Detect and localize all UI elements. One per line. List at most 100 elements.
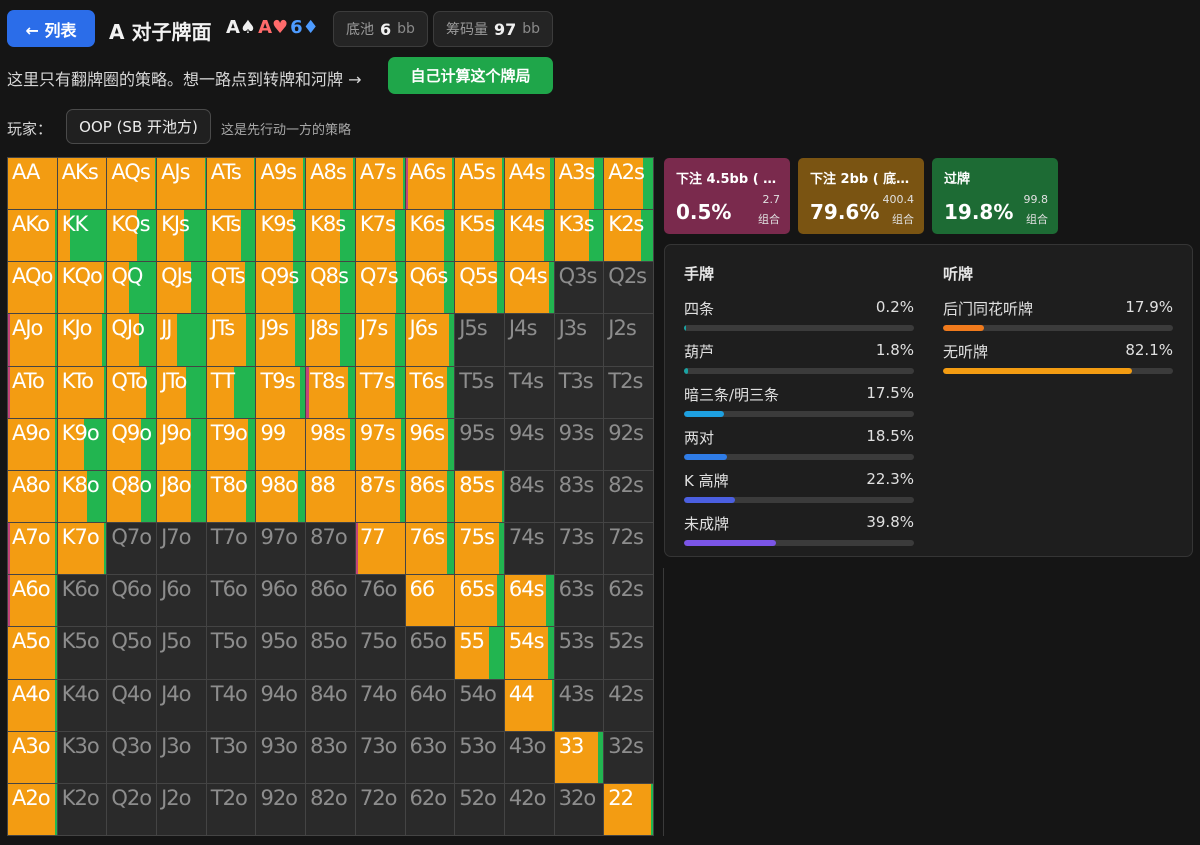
action-card-bet-large[interactable]: 下注 4.5bb ( … 2.7 组合 0.5% [664,158,790,234]
hand-cell[interactable]: 86o [306,575,355,627]
hand-cell[interactable]: 84s [504,470,554,523]
hand-cell[interactable]: JJ [157,314,206,366]
hand-cell[interactable]: 97o [256,523,306,575]
hand-cell[interactable]: J4o [157,679,206,731]
hand-cell[interactable]: KQs [107,210,157,262]
hand-cell[interactable]: 96o [256,575,306,627]
hand-cell[interactable]: 94s [504,418,554,470]
hand-cell[interactable]: J3o [157,731,206,783]
hand-cell[interactable]: T6s [405,366,455,418]
hand-cell[interactable]: K8s [306,210,355,262]
hand-cell[interactable]: Q3o [107,731,157,783]
hand-cell[interactable]: K9s [256,210,306,262]
hand-cell[interactable]: A4s [504,158,554,210]
hand-cell[interactable]: T8o [206,470,256,523]
action-card-check[interactable]: 过牌 99.8 组合 19.8% [932,158,1058,234]
hand-cell[interactable]: K3s [554,210,604,262]
hand-cell[interactable]: JTo [157,366,206,418]
hand-cell[interactable]: 55 [455,627,504,679]
hand-cell[interactable]: 82o [306,783,355,835]
hand-cell[interactable]: J2o [157,783,206,835]
hand-cell[interactable]: K4s [504,210,554,262]
hand-cell[interactable]: T2s [604,366,653,418]
hand-cell[interactable]: 92o [256,783,306,835]
hand-cell[interactable]: Q5s [455,262,504,314]
hand-cell[interactable]: T3s [554,366,604,418]
hand-cell[interactable]: T4s [504,366,554,418]
hand-cell[interactable]: Q6o [107,575,157,627]
hand-cell[interactable]: QQ [107,262,157,314]
hand-cell[interactable]: 63s [554,575,604,627]
hand-cell[interactable]: 76o [355,575,405,627]
hand-cell[interactable]: T5o [206,627,256,679]
hand-cell[interactable]: 76s [405,523,455,575]
hand-cell[interactable]: K9o [57,418,107,470]
hand-cell[interactable]: A8o [8,470,57,523]
hand-cell[interactable]: T9o [206,418,256,470]
hand-cell[interactable]: 65o [405,627,455,679]
hand-cell[interactable]: K6s [405,210,455,262]
hand-cell[interactable]: 83s [554,470,604,523]
hand-cell[interactable]: KTo [57,366,107,418]
hand-cell[interactable]: 74o [355,679,405,731]
hand-cell[interactable]: KK [57,210,107,262]
hand-cell[interactable]: A9o [8,418,57,470]
hand-cell[interactable]: A9s [256,158,306,210]
hand-cell[interactable]: 52s [604,627,653,679]
hand-cell[interactable]: K2s [604,210,653,262]
hand-cell[interactable]: 87s [355,470,405,523]
hand-cell[interactable]: ATs [206,158,256,210]
hand-cell[interactable]: KQo [57,262,107,314]
hand-cell[interactable]: 42s [604,679,653,731]
hand-cell[interactable]: 85s [455,470,504,523]
hand-cell[interactable]: A8s [306,158,355,210]
hand-cell[interactable]: Q7o [107,523,157,575]
hand-cell[interactable]: ATo [8,366,57,418]
hand-cell[interactable]: T2o [206,783,256,835]
hand-cell[interactable]: T3o [206,731,256,783]
hand-cell[interactable]: 92s [604,418,653,470]
hand-cell[interactable]: J9s [256,314,306,366]
hand-cell[interactable]: Q8s [306,262,355,314]
hand-cell[interactable]: Q4o [107,679,157,731]
hand-cell[interactable]: A3s [554,158,604,210]
hand-cell[interactable]: AKs [57,158,107,210]
hand-cell[interactable]: A2o [8,783,57,835]
hand-cell[interactable]: 43o [504,731,554,783]
hand-cell[interactable]: T8s [306,366,355,418]
hand-cell[interactable]: 93s [554,418,604,470]
hand-cell[interactable]: QTo [107,366,157,418]
hand-cell[interactable]: 73s [554,523,604,575]
hand-cell[interactable]: 96s [405,418,455,470]
hand-cell[interactable]: K7s [355,210,405,262]
hand-cell[interactable]: 64o [405,679,455,731]
hand-cell[interactable]: Q9o [107,418,157,470]
hand-cell[interactable]: J8s [306,314,355,366]
back-to-list-button[interactable]: ← 列表 [7,10,95,47]
hand-cell[interactable]: AQo [8,262,57,314]
hand-cell[interactable]: 65s [455,575,504,627]
hand-cell[interactable]: Q5o [107,627,157,679]
hand-cell[interactable]: 64s [504,575,554,627]
hand-cell[interactable]: J6s [405,314,455,366]
hand-cell[interactable]: 54s [504,627,554,679]
hand-cell[interactable]: 94o [256,679,306,731]
hand-cell[interactable]: K8o [57,470,107,523]
hand-cell[interactable]: 93o [256,731,306,783]
hand-cell[interactable]: T4o [206,679,256,731]
hand-cell[interactable]: 66 [405,575,455,627]
hand-cell[interactable]: 74s [504,523,554,575]
hand-cell[interactable]: 86s [405,470,455,523]
hand-cell[interactable]: 98o [256,470,306,523]
hand-cell[interactable]: 85o [306,627,355,679]
hand-cell[interactable]: J5s [455,314,504,366]
hand-cell[interactable]: Q9s [256,262,306,314]
hand-cell[interactable]: 88 [306,470,355,523]
hand-cell[interactable]: 72o [355,783,405,835]
hand-cell[interactable]: 33 [554,731,604,783]
hand-cell[interactable]: Q3s [554,262,604,314]
hand-cell[interactable]: J6o [157,575,206,627]
hand-cell[interactable]: J2s [604,314,653,366]
hand-cell[interactable]: QJs [157,262,206,314]
hand-cell[interactable]: 95o [256,627,306,679]
